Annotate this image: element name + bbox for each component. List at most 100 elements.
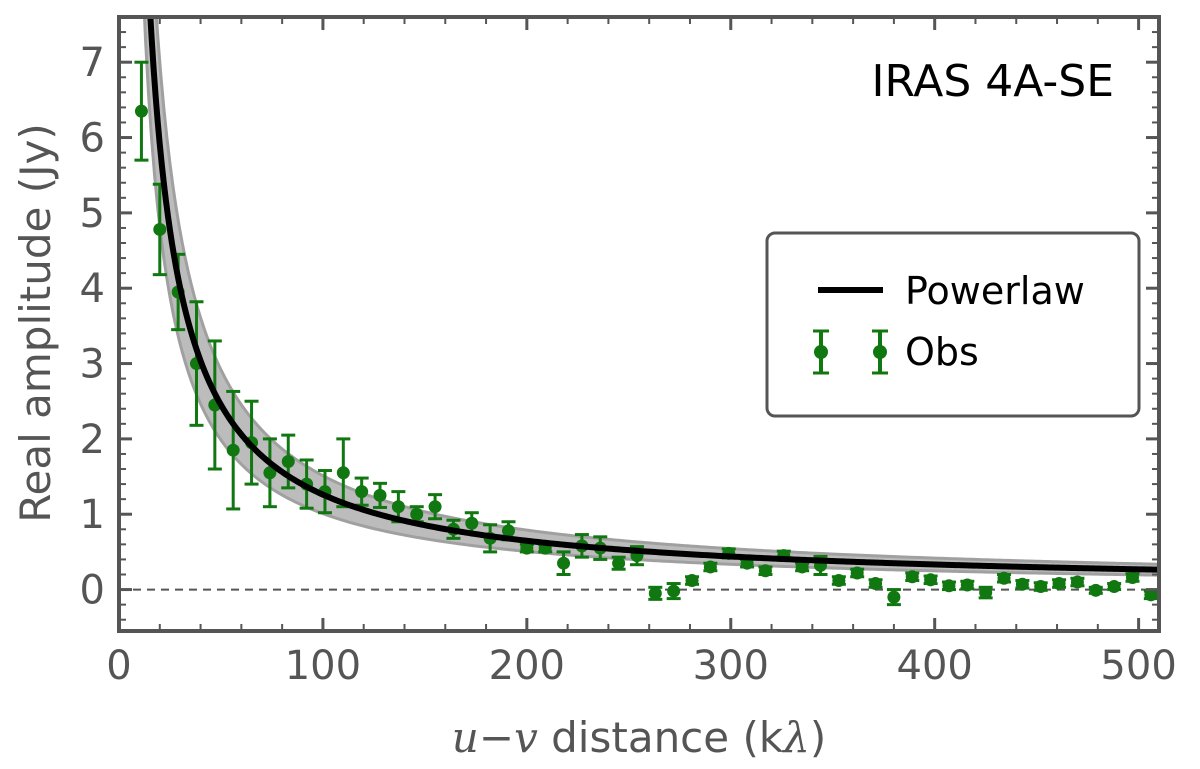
obs-marker <box>1070 575 1084 589</box>
legend-label-obs: Obs <box>905 330 979 374</box>
obs-point <box>703 560 718 574</box>
obs-marker <box>667 584 681 598</box>
obs-point <box>1125 571 1140 585</box>
legend-obs-marker <box>873 345 887 359</box>
axis-ticks: 0 100 200 300 400 500 0 1 2 3 4 5 6 7 <box>80 17 1177 689</box>
obs-marker <box>465 516 479 530</box>
obs-point <box>1088 583 1103 597</box>
obs-point <box>886 588 901 607</box>
y-tick-label: 3 <box>80 342 105 388</box>
obs-marker <box>336 466 350 480</box>
obs-point <box>1033 580 1048 594</box>
obs-marker <box>960 578 974 592</box>
y-tick-label: 1 <box>80 492 105 538</box>
obs-point <box>666 582 681 601</box>
obs-point <box>1107 580 1122 594</box>
obs-marker <box>1052 577 1066 591</box>
obs-point <box>556 550 571 576</box>
obs-point <box>923 573 938 587</box>
obs-marker <box>355 485 369 499</box>
y-tick-label: 2 <box>80 417 105 463</box>
x-axis-label-close: ) <box>810 713 826 762</box>
obs-marker <box>1107 580 1121 594</box>
obs-point <box>1143 588 1158 602</box>
obs-marker <box>410 507 424 521</box>
chart-annotation: IRAS 4A-SE <box>871 56 1114 107</box>
x-axis-label-v: v <box>514 713 538 762</box>
obs-point <box>960 578 975 592</box>
y-axis-label: Real amplitude (Jy) <box>11 123 60 523</box>
y-tick-label: 6 <box>80 116 105 162</box>
obs-point <box>134 60 149 162</box>
obs-point <box>978 585 993 600</box>
obs-marker <box>373 488 387 502</box>
obs-marker <box>832 574 846 588</box>
obs-point <box>428 493 443 521</box>
obs-point <box>831 574 846 588</box>
obs-marker <box>428 500 442 514</box>
x-axis-label: u−v distance (kλ) <box>452 713 826 762</box>
obs-marker <box>887 590 901 604</box>
legend-obs-swatch <box>813 329 888 375</box>
obs-point <box>997 571 1012 585</box>
y-tick-label: 4 <box>80 266 105 312</box>
obs-point <box>262 437 277 509</box>
obs-point <box>336 437 351 509</box>
obs-point <box>685 574 700 588</box>
obs-point <box>648 585 663 601</box>
legend-label-powerlaw: Powerlaw <box>905 269 1085 313</box>
obs-marker <box>997 571 1011 585</box>
obs-marker <box>1144 588 1158 602</box>
obs-point <box>941 579 956 593</box>
x-tick-label: 200 <box>489 643 565 689</box>
x-axis-label-minus: − <box>479 713 514 762</box>
obs-point <box>226 389 241 511</box>
obs-marker <box>648 586 662 600</box>
obs-marker <box>685 574 699 588</box>
legend: Powerlaw Obs <box>765 231 1141 418</box>
obs-marker <box>924 573 938 587</box>
obs-marker <box>1015 577 1029 591</box>
obs-point <box>850 566 865 580</box>
x-tick-label: 500 <box>1100 643 1176 689</box>
legend-box <box>765 231 1141 418</box>
x-tick-label: 300 <box>693 643 769 689</box>
obs-marker <box>391 500 405 514</box>
obs-point <box>905 570 920 584</box>
obs-marker <box>850 566 864 580</box>
obs-point <box>519 541 534 555</box>
obs-point <box>868 577 883 591</box>
y-tick-label: 0 <box>80 568 105 614</box>
obs-marker <box>557 556 571 570</box>
obs-point <box>373 481 388 509</box>
x-axis-label-u: u <box>452 713 479 762</box>
obs-point <box>611 555 626 571</box>
obs-marker <box>942 579 956 593</box>
obs-marker <box>703 560 717 574</box>
powerlaw-model-line <box>147 17 1159 573</box>
obs-point <box>1015 577 1030 591</box>
obs-marker <box>869 577 883 591</box>
obs-marker <box>905 570 919 584</box>
obs-point <box>152 182 167 277</box>
obs-marker <box>612 556 626 570</box>
obs-marker <box>226 443 240 457</box>
obs-marker <box>1125 571 1139 585</box>
obs-marker <box>134 104 148 118</box>
obs-marker <box>1034 580 1048 594</box>
obs-marker <box>153 222 167 236</box>
legend-obs-marker <box>814 345 828 359</box>
obs-marker <box>795 560 809 574</box>
obs-marker <box>281 454 295 468</box>
x-tick-label: 0 <box>106 643 131 689</box>
y-tick-label: 7 <box>80 40 105 86</box>
obs-marker <box>758 564 772 578</box>
x-tick-label: 400 <box>897 643 973 689</box>
obs-marker <box>501 524 515 538</box>
y-tick-label: 5 <box>80 191 105 237</box>
obs-point <box>1070 575 1085 589</box>
plot-frame <box>117 15 1161 633</box>
obs-point <box>795 560 810 574</box>
x-axis-label-rest: distance (k <box>538 713 784 762</box>
